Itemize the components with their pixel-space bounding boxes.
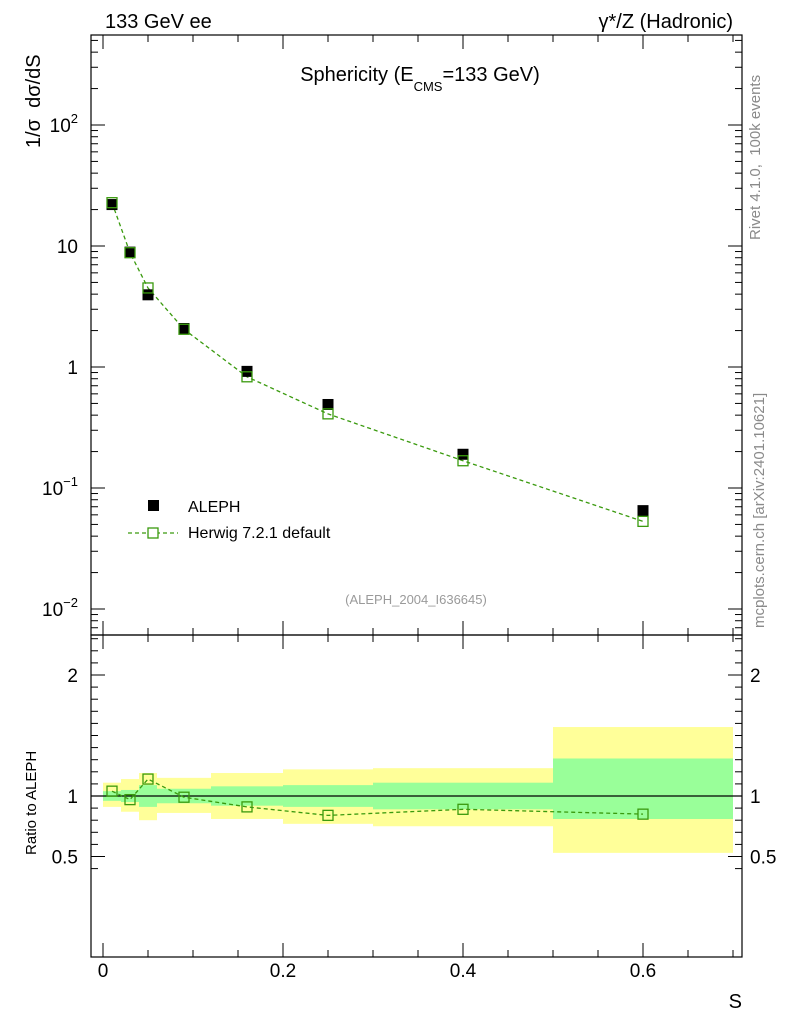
main-y-tick-label: 10−1 — [42, 474, 78, 500]
stat-uncertainty-band — [553, 758, 733, 819]
main-y-tick-label: 1 — [67, 358, 78, 379]
main-axis-ticks — [91, 35, 742, 635]
legend-herwig-label: Herwig 7.2.1 default — [188, 525, 331, 542]
herwig-point — [178, 323, 190, 335]
tick-label-base: 10 — [42, 600, 63, 621]
chart-title-main: Sphericity (E — [300, 64, 413, 86]
main-plot-frame — [90, 34, 743, 636]
chart-title-tail: =133 GeV) — [442, 64, 539, 86]
herwig-point — [322, 408, 334, 420]
ratio-y-tick-label-right: 0.5 — [750, 848, 776, 869]
legend-aleph-label: ALEPH — [188, 499, 240, 516]
tick-label-exponent: −2 — [63, 595, 78, 610]
herwig-data-points — [106, 197, 649, 528]
herwig-ratio-point — [142, 773, 154, 785]
x-tick-label: 0 — [98, 961, 109, 982]
herwig-ratio-point — [106, 785, 118, 797]
x-tick-label: 0.4 — [450, 961, 477, 982]
herwig-point — [637, 515, 649, 528]
chart-title-subscript: CMS — [414, 79, 443, 94]
x-tick-labels: 0 0.2 0.4 0.6 — [98, 961, 657, 982]
chart-title: Sphericity (ECMS=133 GeV) — [300, 64, 540, 94]
main-y-tick-label: 10 — [57, 237, 78, 258]
ratio-plot-frame — [90, 634, 743, 958]
herwig-ratio-line — [111, 778, 644, 817]
legend-aleph-marker — [148, 500, 159, 511]
analysis-watermark: (ALEPH_2004_I636645) — [345, 592, 487, 607]
herwig-ratio-point — [178, 791, 190, 803]
herwig-ratio-point — [241, 801, 253, 813]
herwig-ratio-points — [106, 773, 649, 822]
aleph-point — [322, 398, 334, 410]
aleph-point — [457, 448, 469, 460]
ratio-y-axis-label: Ratio to ALEPH — [23, 751, 40, 855]
main-y-axis-label: 1/σ dσ/dS — [23, 54, 45, 148]
mcplots-side-label: mcplots.cern.ch [arXiv:2401.10621] — [751, 393, 768, 628]
x-axis-label: S — [729, 991, 742, 1013]
tick-label-exponent: −1 — [63, 474, 78, 489]
tick-label-base: 10 — [42, 479, 63, 500]
x-tick-label: 0.2 — [270, 961, 296, 982]
x-tick-label: 0.6 — [630, 961, 656, 982]
ratio-panel: 0.5 0.5 1 1 2 2 0 0.2 0.4 0.6 — [52, 634, 777, 982]
rivet-side-label: Rivet 4.1.0, 100k events — [747, 75, 764, 240]
header-left-label: 133 GeV ee — [105, 11, 212, 33]
aleph-point — [637, 505, 649, 517]
main-y-tick-label: 102 — [50, 111, 78, 137]
aleph-point — [178, 323, 190, 335]
legend: ALEPH Herwig 7.2.1 default — [128, 499, 331, 542]
ratio-y-tick-label-left: 0.5 — [52, 848, 78, 869]
herwig-point — [457, 455, 469, 467]
herwig-series-line — [111, 202, 644, 523]
ratio-y-tick-label-left: 1 — [67, 787, 78, 808]
herwig-ratio-point — [322, 809, 334, 822]
aleph-point — [142, 289, 154, 301]
herwig-point — [106, 197, 118, 209]
aleph-point — [106, 199, 118, 211]
ratio-y-tick-label-left: 2 — [67, 666, 78, 687]
ratio-y-tick-label-right: 2 — [750, 666, 761, 687]
herwig-ratio-point — [637, 808, 649, 820]
herwig-point — [241, 371, 253, 383]
herwig-ratio-point — [124, 793, 136, 806]
legend-herwig-marker — [147, 527, 159, 539]
aleph-point — [124, 246, 136, 258]
header-right-label: γ*/Z (Hadronic) — [599, 11, 733, 33]
uncertainty-bands — [103, 727, 733, 853]
main-y-tick-label: 10−2 — [42, 595, 78, 621]
ratio-y-tick-labels: 0.5 0.5 1 1 2 2 — [52, 666, 777, 869]
herwig-point — [142, 282, 154, 294]
tick-label-exponent: 2 — [71, 111, 78, 126]
herwig-ratio-point — [457, 803, 469, 815]
ratio-axis-ticks — [91, 635, 742, 957]
herwig-point — [124, 247, 136, 259]
aleph-data-points — [106, 199, 649, 517]
ratio-y-tick-label-right: 1 — [750, 787, 761, 808]
tick-label-base: 10 — [50, 116, 71, 137]
